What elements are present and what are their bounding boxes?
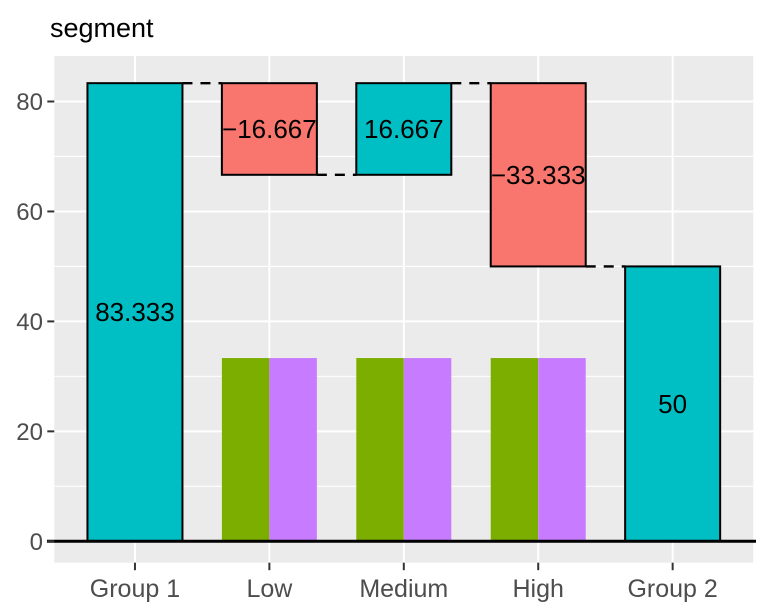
bar-value-label-group-1: 83.333: [95, 297, 175, 327]
bar-value-label-medium: 16.667: [364, 114, 444, 144]
x-tick-label-group-2: Group 2: [627, 575, 717, 603]
x-tick-label-group-1: Group 1: [90, 575, 180, 603]
waterfall-bar-group-2: [624, 265, 722, 543]
dodged-bar-high-green: [490, 358, 539, 542]
x-tick-label-low: Low: [246, 575, 293, 603]
chart-title: segment: [50, 13, 154, 43]
y-tick-label-0: 0: [30, 529, 43, 556]
bar-value-label-group-2: 50: [658, 389, 687, 419]
x-tick-label-medium: Medium: [359, 575, 448, 603]
waterfall-bar-group-1: [86, 82, 184, 543]
y-tick-label-80: 80: [16, 89, 43, 116]
dodged-bar-medium-purple: [403, 358, 452, 542]
bar-value-label-high: −33.333: [491, 160, 586, 190]
dodged-bar-low-purple: [269, 358, 317, 542]
waterfall-bar-high: [489, 82, 587, 268]
y-tick-label-20: 20: [16, 419, 43, 446]
y-tick-label-60: 60: [16, 199, 43, 226]
x-tick-label-high: High: [513, 575, 564, 603]
dodged-bar-low-green: [221, 358, 270, 542]
y-tick-label-40: 40: [16, 309, 43, 336]
dodged-bar-high-purple: [538, 358, 586, 542]
waterfall-bar-medium: [355, 82, 453, 176]
waterfall-bar-low: [220, 82, 318, 176]
dodged-bar-medium-green: [356, 358, 404, 542]
bar-value-label-low: −16.667: [222, 114, 317, 144]
